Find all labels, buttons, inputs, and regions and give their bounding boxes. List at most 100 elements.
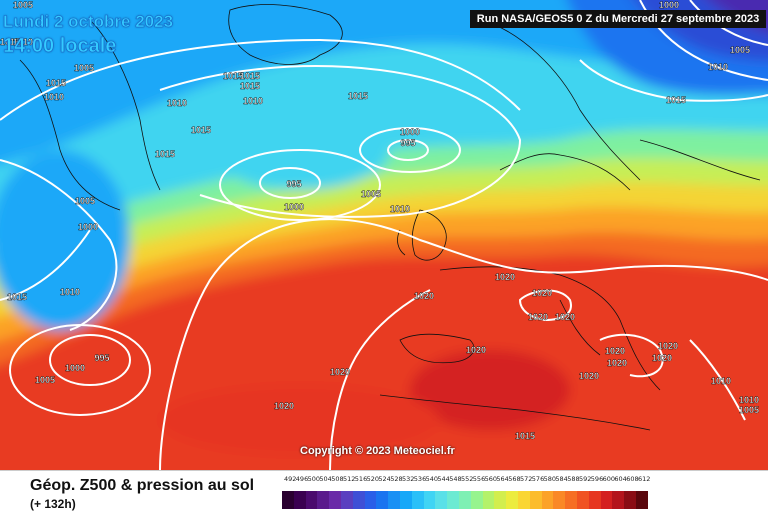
legend-swatch xyxy=(317,491,330,509)
legend-level-label: 592 xyxy=(579,475,592,483)
legend-level-label: 552 xyxy=(461,475,474,483)
legend-level-label: 504 xyxy=(319,475,332,483)
legend-level-label: 560 xyxy=(484,475,498,483)
legend-level-label: 508 xyxy=(331,475,344,483)
legend-level-label: 500 xyxy=(307,475,321,483)
isobar-label: 995 xyxy=(94,353,109,363)
legend-level-label: 600 xyxy=(602,475,616,483)
legend-swatch xyxy=(399,491,412,509)
legend-swatch xyxy=(340,491,353,509)
isobar-label: 1005 xyxy=(739,405,759,415)
isobar-label: 1020 xyxy=(579,371,599,381)
isobar-label: 1015 xyxy=(191,125,211,135)
legend-level-label: 536 xyxy=(413,475,427,483)
isobar-label: 1005 xyxy=(74,63,94,73)
legend-swatch xyxy=(588,491,601,509)
isobar-label: 995 xyxy=(286,179,301,189)
isobar-label: 1020 xyxy=(658,341,678,351)
legend-swatch xyxy=(517,491,530,509)
isobar-label: 1010 xyxy=(711,376,731,386)
isobar-label: 1000 xyxy=(65,363,85,373)
isobar-label: 1020 xyxy=(414,291,434,301)
legend-color-swatches xyxy=(282,491,648,509)
isobar-label: 1015 xyxy=(666,95,686,105)
coastlines xyxy=(19,4,761,431)
legend-level-label: 544 xyxy=(437,475,450,483)
isobar-label: 1020 xyxy=(607,358,627,368)
legend-level-label: 580 xyxy=(543,475,557,483)
lead-time: (+ 132h) xyxy=(30,497,76,511)
legend-swatch xyxy=(624,491,636,509)
legend-swatch xyxy=(576,491,589,509)
legend-level-label: 576 xyxy=(531,475,545,483)
copyright-notice: Copyright © 2023 Meteociel.fr xyxy=(300,445,455,457)
isobar-label: 1010 xyxy=(13,37,33,47)
isobar-label: 1005 xyxy=(361,189,381,199)
isobar-label: 1005 xyxy=(75,196,95,206)
legend-swatch xyxy=(435,491,448,509)
legend-swatch xyxy=(423,491,436,509)
isobar-label: 1005 xyxy=(35,375,55,385)
isobar-label: 1020 xyxy=(330,367,350,377)
isobar-label: 1010 xyxy=(708,62,728,72)
isobar-label: 1020 xyxy=(466,345,486,355)
isobar-label: 1010 xyxy=(44,92,64,102)
isobar-label: 1000 xyxy=(284,202,304,212)
legend-swatch xyxy=(541,491,554,509)
legend-level-label: 604 xyxy=(614,475,627,483)
model-run-info: Run NASA/GEOS5 0 Z du Mercredi 27 septem… xyxy=(470,10,766,28)
isobar-label: 1010 xyxy=(390,204,410,214)
isobar-label: 1020 xyxy=(555,312,575,322)
legend-level-label: 528 xyxy=(390,475,403,483)
legend-level-label: 588 xyxy=(567,475,580,483)
legend-swatch xyxy=(364,491,377,509)
legend-level-label: 540 xyxy=(425,475,439,483)
legend-swatch xyxy=(600,491,613,509)
isobar-label: 1015 xyxy=(515,431,535,441)
isobar-label: 1000 xyxy=(659,0,679,10)
legend-swatch xyxy=(447,491,459,509)
legend-swatch xyxy=(282,491,294,509)
legend-swatch xyxy=(482,491,495,509)
forecast-local-time: 14:00 locale xyxy=(3,35,117,58)
legend-level-label: 612 xyxy=(638,475,651,483)
isobar-label: 1015 xyxy=(240,81,260,91)
isobar-label: 1020 xyxy=(495,272,515,282)
isobar-label: 1020 xyxy=(652,353,672,363)
isobar-label: 1020 xyxy=(532,288,552,298)
isobar-label: 1015 xyxy=(46,78,66,88)
isobar-label: 1000 xyxy=(400,127,420,137)
legend-swatch xyxy=(376,491,389,509)
isobar-label: 1010 xyxy=(243,96,263,106)
legend-swatch xyxy=(388,491,400,509)
isobar-label: 1020 xyxy=(274,401,294,411)
legend-swatch xyxy=(329,491,341,509)
forecast-date: Lundi 2 octobre 2023 xyxy=(3,12,174,32)
isobar-label: 1020 xyxy=(605,346,625,356)
isobar-label: 1015 xyxy=(0,37,20,47)
legend-level-label: 564 xyxy=(496,475,509,483)
legend-level-label: 512 xyxy=(343,475,356,483)
legend-swatch xyxy=(494,491,507,509)
color-scale-legend: 492 496 500 504 508 512 516 520 524 528 532 536 540 5… xyxy=(282,475,754,509)
isobar-label: 1000 xyxy=(78,222,98,232)
isobar-label: 1005 xyxy=(13,0,33,10)
isobar-label: 1015 xyxy=(240,71,260,81)
legend-swatch xyxy=(470,491,483,509)
legend-level-label: 532 xyxy=(402,475,415,483)
legend-swatch xyxy=(411,491,424,509)
legend-level-label: 520 xyxy=(366,475,380,483)
legend-level-label: 492 xyxy=(284,475,297,483)
isobar-label: 1020 xyxy=(528,312,548,322)
isobar-value-labels: 1005 1015 1010 1015 1010 1005 1010 1015 … xyxy=(0,0,759,441)
legend-level-label: 584 xyxy=(555,475,568,483)
isobar-label: 1010 xyxy=(60,287,80,297)
isobar-label: 995 xyxy=(400,138,415,148)
map-footer: Géop. Z500 & pression au sol (+ 132h) 49… xyxy=(0,470,768,513)
legend-swatch xyxy=(635,491,648,509)
isobar-label: 1015 xyxy=(155,149,175,159)
product-title: Géop. Z500 & pression au sol xyxy=(30,477,255,494)
legend-swatch xyxy=(293,491,306,509)
isobar-label: 1010 xyxy=(167,98,187,108)
